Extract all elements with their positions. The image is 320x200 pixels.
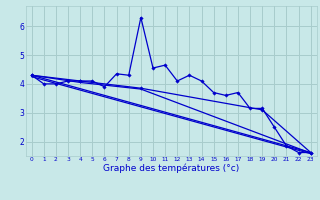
X-axis label: Graphe des températures (°c): Graphe des températures (°c) [103,164,239,173]
